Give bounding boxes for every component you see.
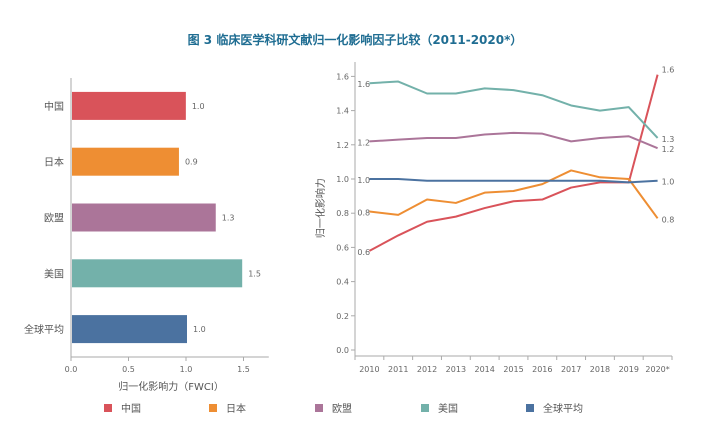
line-x-tick-label: 2016 [532, 365, 552, 374]
series-line-3 [369, 80, 659, 139]
legend-swatch [209, 403, 217, 412]
legend-swatch [526, 403, 534, 412]
bar-0 [72, 91, 186, 120]
bar-value-label: 0.9 [185, 158, 198, 167]
series-end-label: 1.0 [662, 178, 675, 187]
series-start-label: 1.0 [357, 176, 370, 185]
bar-x-tick-label: 0.5 [122, 365, 135, 374]
line-x-tick-label: 2018 [590, 365, 610, 374]
bar-category-label: 日本 [44, 156, 64, 169]
line-x-tick-label: 2011 [388, 365, 408, 374]
line-chart: 0.0 0.2 0.4 0.6 0.8 1.0 1.2 1.4 1.6 2010 2011 2012 2… [314, 62, 674, 374]
legend-item[interactable]: 全球平均 [526, 400, 583, 415]
legend-item[interactable]: 日本 [209, 400, 246, 415]
line-x-tick-label: 2015 [503, 365, 523, 374]
series-start-label: 1.2 [357, 138, 370, 147]
bar-category-label: 美国 [44, 267, 64, 280]
line-x-tick-label: 2020* [645, 365, 669, 374]
legend-label: 日本 [226, 404, 246, 415]
bar-category-label: 中国 [44, 100, 64, 113]
legend-label: 欧盟 [332, 404, 352, 415]
legend-swatch [315, 403, 323, 412]
line-y-tick-label: 1.6 [336, 72, 349, 81]
line-y-tick-label: 1.2 [336, 141, 349, 150]
bar-x-tick-label: 0.0 [65, 365, 78, 374]
legend-swatch [421, 403, 429, 412]
legend: 中国 日本 欧盟 美国 全球平均 [0, 400, 710, 416]
bar-value-label: 1.0 [192, 102, 205, 111]
line-x-tick-label: 2019 [619, 365, 639, 374]
bar-3 [72, 259, 243, 288]
legend-swatch [104, 403, 112, 412]
line-y-tick-label: 0.4 [336, 278, 349, 287]
series-start-label: 0.8 [357, 208, 370, 217]
series-line-0 [368, 74, 659, 252]
bar-value-label: 1.5 [248, 269, 261, 278]
series-line-4 [369, 178, 658, 184]
bar-value-label: 1.0 [193, 325, 206, 334]
bar-category-label: 欧盟 [44, 213, 64, 225]
bar-x-axis-title: 归一化影响力（FWCI） [118, 380, 224, 393]
bar-value-label: 1.3 [222, 214, 235, 223]
legend-label: 中国 [121, 404, 141, 415]
legend-item[interactable]: 中国 [104, 400, 141, 415]
series-start-label: 1.6 [357, 80, 370, 89]
series-start-label: 0.6 [357, 248, 370, 257]
line-y-tick-label: 0.0 [336, 346, 349, 355]
bar-2 [72, 203, 216, 232]
bar-x-tick-label: 1.5 [237, 365, 250, 374]
legend-label: 美国 [438, 404, 458, 415]
series-end-label: 1.3 [662, 135, 675, 144]
series-end-label: 0.8 [662, 215, 675, 224]
legend-label: 全球平均 [543, 404, 583, 415]
line-y-tick-label: 0.8 [336, 209, 349, 218]
line-x-tick-label: 2017 [561, 365, 581, 374]
line-x-tick-label: 2013 [446, 365, 466, 374]
line-y-tick-label: 1.0 [336, 175, 349, 184]
bar-category-label: 全球平均 [24, 323, 64, 336]
line-x-tick-label: 2010 [359, 365, 379, 374]
series-line-1 [369, 169, 659, 219]
legend-item[interactable]: 美国 [421, 400, 458, 415]
legend-item[interactable]: 欧盟 [315, 400, 352, 415]
line-y-axis-title: 归一化影响力 [314, 178, 327, 238]
line-x-tick-label: 2012 [417, 365, 437, 374]
line-y-tick-label: 0.2 [336, 312, 349, 321]
chart-title: 图 3 临床医学科研文献归一化影响因子比较（2011-2020*） [187, 33, 523, 47]
line-x-tick-label: 2014 [475, 365, 495, 374]
series-end-label: 1.2 [662, 145, 675, 154]
line-y-tick-label: 1.4 [336, 107, 349, 116]
bar-1 [72, 147, 179, 176]
series-end-label: 1.6 [662, 66, 675, 75]
bar-4 [72, 315, 187, 344]
bar-x-tick-label: 1.0 [180, 365, 193, 374]
bar-chart: 0.0 0.5 1.0 1.5 归一化影响力（FWCI） 中国 1.0 日本 0.9 欧盟 1.3 美… [24, 78, 269, 393]
series-line-2 [369, 131, 658, 150]
line-y-tick-label: 0.6 [336, 243, 349, 252]
